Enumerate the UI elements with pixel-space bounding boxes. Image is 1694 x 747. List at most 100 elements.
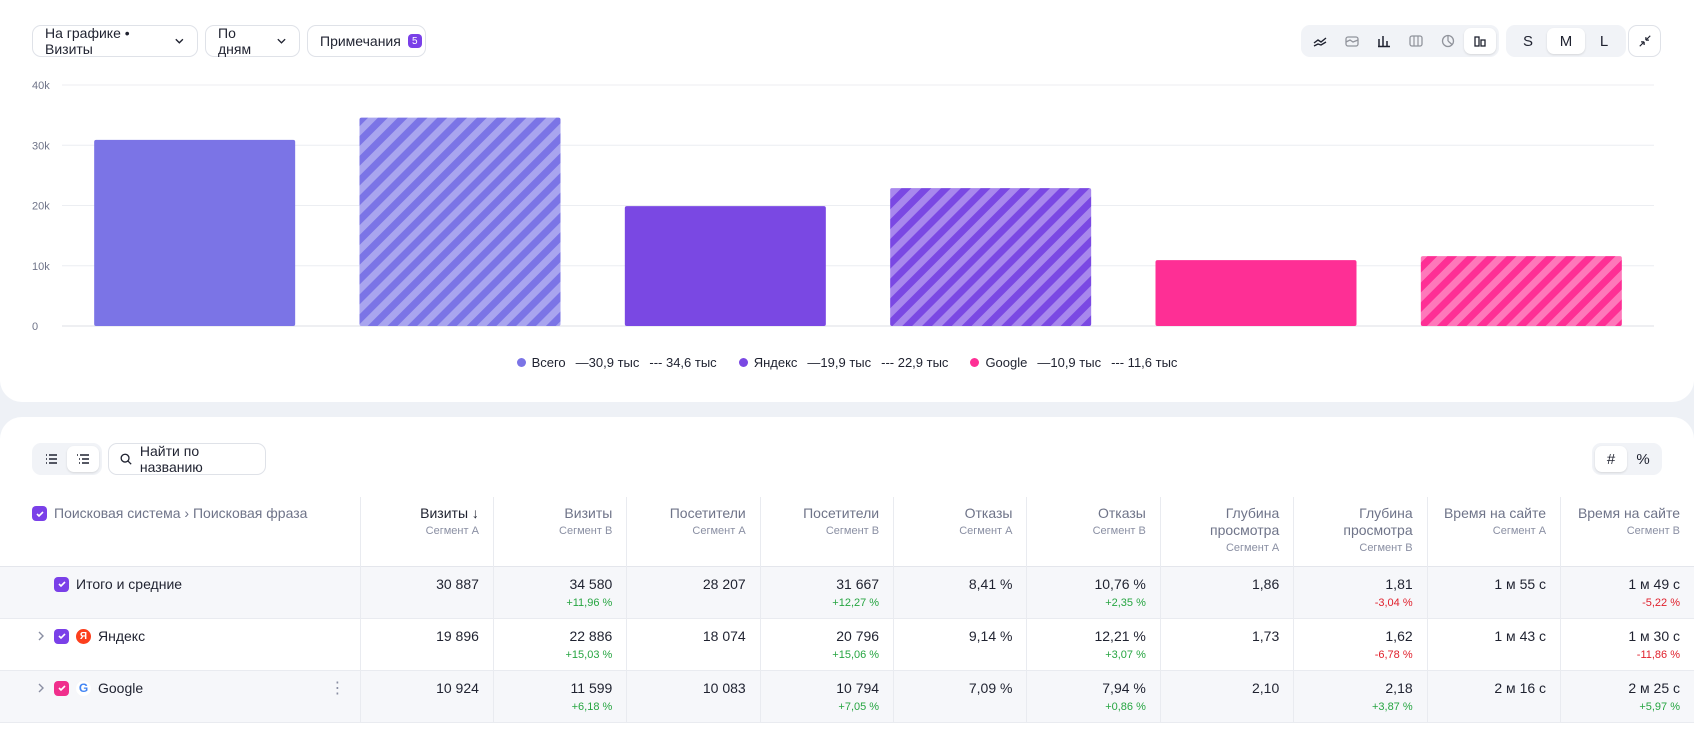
- chart-type-bar-compare[interactable]: [1464, 28, 1496, 54]
- table-cell: 1 м 49 с -5,22 %: [1561, 566, 1694, 618]
- legend-value-segment-a: —19,9 тыс: [807, 355, 872, 370]
- table-cell: 9,14 %: [893, 618, 1028, 670]
- column-title: Посетители: [803, 505, 880, 521]
- select-all-checkbox[interactable]: [32, 506, 47, 521]
- cell-value: 19 896: [436, 627, 479, 644]
- collapse-chart-button[interactable]: [1628, 25, 1661, 57]
- bar-всего-segment-b[interactable]: [359, 117, 561, 326]
- line-chart-icon: [1313, 37, 1327, 47]
- chevron-right-icon[interactable]: [35, 682, 47, 694]
- cell-delta: +5,97 %: [1639, 700, 1680, 713]
- tree-view-button[interactable]: [35, 446, 67, 472]
- cell-value: 30 887: [436, 575, 479, 592]
- column-header[interactable]: Глубина просмотра Сегмент B: [1293, 497, 1428, 566]
- bar-chart: 0 10k 20k 30k 40k: [32, 80, 1654, 333]
- cell-value: 1,62: [1385, 627, 1413, 644]
- chart-type-line[interactable]: [1304, 28, 1336, 54]
- chart-panel: На графике • Визиты По дням Примечания 5…: [0, 0, 1694, 402]
- chart-legend: Всего —30,9 тыс --- 34,6 тыс Яндекс —19,9 ты…: [0, 355, 1694, 370]
- column-segment-label: Сегмент А: [1492, 525, 1547, 537]
- column-header[interactable]: Отказы Сегмент А: [893, 497, 1028, 566]
- chart-metric-dropdown[interactable]: На графике • Визиты: [32, 25, 198, 57]
- table-cell: 12,21 % +3,07 %: [1026, 618, 1161, 670]
- table-cell: 10 794 +7,05 %: [760, 670, 895, 722]
- bar-всего-segment-a[interactable]: [94, 139, 296, 326]
- table-cell: 28 207: [626, 566, 761, 618]
- chart-type-pie[interactable]: [1432, 28, 1464, 54]
- percent-mode-button[interactable]: %: [1636, 450, 1650, 468]
- column-header[interactable]: Посетители Сегмент B: [760, 497, 895, 566]
- notes-button[interactable]: Примечания 5: [307, 25, 426, 57]
- absolute-mode-button[interactable]: #: [1595, 446, 1627, 472]
- cell-delta: +2,35 %: [1105, 596, 1146, 609]
- table-cell: 2,10: [1160, 670, 1295, 722]
- check-icon: [57, 633, 66, 640]
- column-segment-label: Сегмент А: [959, 525, 1013, 537]
- column-header[interactable]: Время на сайте Сегмент B: [1561, 497, 1694, 566]
- table-cell: 2 м 25 с +5,97 %: [1561, 670, 1694, 722]
- column-segment-label: Сегмент B: [559, 525, 613, 537]
- cell-value: 10 794: [836, 679, 880, 696]
- bar-яндекс-segment-b[interactable]: [890, 188, 1092, 326]
- cell-value: 2,10: [1252, 679, 1280, 696]
- legend-item[interactable]: Яндекс —19,9 тыс --- 22,9 тыс: [738, 355, 948, 370]
- cell-value: 1,81: [1385, 575, 1413, 592]
- column-segment-label: Сегмент B: [1359, 542, 1413, 554]
- chart-type-table[interactable]: [1400, 28, 1432, 54]
- legend-item[interactable]: Всего —30,9 тыс --- 34,6 тыс: [516, 355, 717, 370]
- column-header[interactable]: Посетители Сегмент А: [626, 497, 761, 566]
- legend-value-segment-b: --- 34,6 тыс: [649, 355, 717, 370]
- cell-value: 1 м 43 с: [1494, 627, 1547, 644]
- column-header[interactable]: Время на сайте Сегмент А: [1427, 497, 1562, 566]
- column-header[interactable]: Визиты ↓ Сегмент А: [360, 497, 494, 566]
- size-l-button[interactable]: L: [1599, 32, 1609, 50]
- table-row[interactable]: Я Яндекс 19 896 22 886 +15,03 % 18 074 20 796 +…: [0, 618, 1694, 670]
- column-header[interactable]: Отказы Сегмент B: [1026, 497, 1161, 566]
- cell-value: 7,09 %: [968, 679, 1013, 696]
- search-input[interactable]: Найти по названию: [108, 443, 266, 475]
- row-label: Яндекс: [98, 627, 146, 644]
- bar-compare-icon: [1474, 36, 1486, 47]
- table-cell: 8,41 %: [893, 566, 1028, 618]
- legend-value-segment-b: --- 11,6 тыс: [1111, 355, 1178, 370]
- bar-яндекс-segment-a[interactable]: [624, 206, 826, 326]
- size-s-button[interactable]: S: [1522, 32, 1533, 50]
- cell-value: 1 м 49 с: [1628, 575, 1680, 592]
- table-cell: 1,62 -6,78 %: [1293, 618, 1428, 670]
- y-tick-label: 30k: [32, 140, 50, 152]
- y-tick-label: 20k: [32, 201, 50, 213]
- table-cell: 11 599 +6,18 %: [493, 670, 628, 722]
- yandex-logo-icon: Я: [76, 628, 91, 644]
- dimension-header[interactable]: Поисковая система › Поисковая фраза: [0, 497, 361, 566]
- chevron-right-icon[interactable]: [35, 630, 47, 642]
- cell-value: 1 м 30 с: [1628, 627, 1680, 644]
- table-cell: 1,73: [1160, 618, 1295, 670]
- column-header[interactable]: Глубина просмотра Сегмент А: [1160, 497, 1295, 566]
- cell-value: 22 886: [569, 627, 613, 644]
- row-checkbox[interactable]: [54, 576, 69, 592]
- list-flat-icon: [77, 454, 89, 464]
- chart-type-column[interactable]: [1368, 28, 1400, 54]
- table-row[interactable]: G Google ⋮ 10 924 11 599 +6,18 % 10 083 10 794 +…: [0, 670, 1694, 722]
- check-icon: [35, 510, 44, 517]
- flat-view-button[interactable]: [67, 446, 99, 472]
- table-row[interactable]: Итого и средние 30 887 34 580 +11,96 % 28 20…: [0, 566, 1694, 618]
- report-table: Поисковая система › Поисковая фраза Визи…: [0, 497, 1694, 723]
- value-mode-switcher: # %: [1592, 443, 1662, 475]
- grouping-dropdown[interactable]: По дням: [205, 25, 300, 57]
- column-header[interactable]: Визиты Сегмент B: [493, 497, 628, 566]
- legend-value-segment-a: —10,9 тыс: [1037, 355, 1102, 370]
- legend-item[interactable]: Google —10,9 тыс --- 11,6 тыс: [970, 355, 1177, 370]
- bar-google-segment-a[interactable]: [1155, 260, 1357, 326]
- legend-value-segment-a: —30,9 тыс: [575, 355, 640, 370]
- size-m-button[interactable]: M: [1547, 28, 1585, 54]
- row-checkbox[interactable]: [54, 680, 69, 696]
- row-menu-icon[interactable]: ⋮: [329, 679, 346, 697]
- bar-google-segment-b[interactable]: [1420, 256, 1622, 326]
- column-segment-label: Сегмент B: [825, 525, 880, 537]
- sort-desc-icon[interactable]: ↓: [468, 505, 479, 521]
- column-title: Отказы: [1098, 505, 1146, 521]
- y-tick-label: 10k: [32, 261, 50, 273]
- chart-type-area[interactable]: [1336, 28, 1368, 54]
- row-checkbox[interactable]: [54, 628, 69, 644]
